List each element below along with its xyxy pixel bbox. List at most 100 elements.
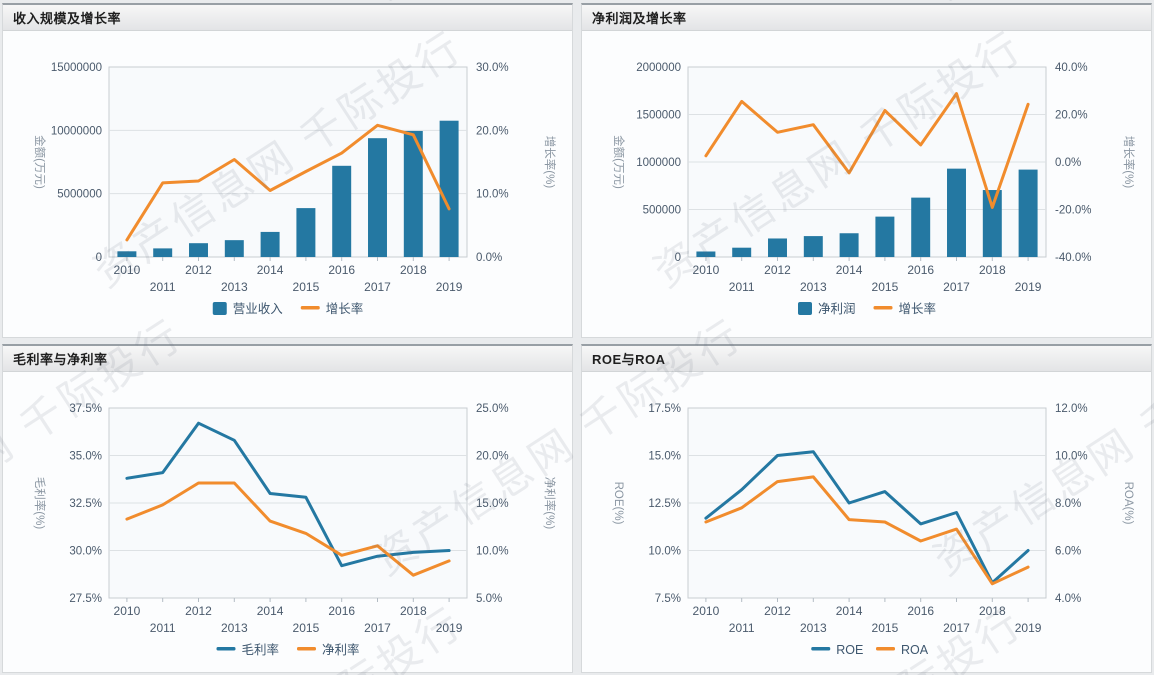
right-tick-label: 25.0% bbox=[476, 403, 509, 415]
right-tick-label: 0.0% bbox=[1055, 157, 1081, 169]
left-axis-title: ROE(%) bbox=[612, 482, 624, 525]
panel-header: 净利润及增长率 bbox=[582, 5, 1151, 31]
right-tick-label: 10.0% bbox=[476, 546, 509, 558]
right-tick-label: 0.0% bbox=[476, 252, 502, 264]
right-axis-title: 净利率(%) bbox=[543, 477, 557, 530]
x-tick-label: 2013 bbox=[221, 280, 248, 294]
left-tick-label: 2000000 bbox=[636, 62, 681, 74]
left-tick-label: 500000 bbox=[643, 205, 681, 217]
bar-series bbox=[117, 120, 459, 257]
line-series bbox=[704, 92, 1030, 209]
line-series bbox=[704, 475, 1030, 586]
right-axis-title: ROA(%) bbox=[1122, 482, 1134, 525]
chart-canvas: 0 5000000 10000000 15000000 0.0% 10.0% 20.0% 30… bbox=[33, 62, 557, 316]
x-tick-label: 2015 bbox=[293, 280, 320, 294]
bar bbox=[368, 138, 387, 257]
x-tick-label: 2011 bbox=[729, 621, 755, 635]
legend-swatch[interactable] bbox=[297, 647, 316, 651]
roe-roa-chart: 7.5% 10.0% 12.5% 15.0% 17.5% 4.0% 6.0% 8.0% 10.0… bbox=[582, 372, 1151, 672]
line-series bbox=[125, 481, 451, 577]
left-tick-label: 10.0% bbox=[648, 546, 681, 558]
left-tick-label: 35.0% bbox=[69, 451, 102, 463]
bar bbox=[803, 236, 823, 257]
right-axis-title: 增长率(%) bbox=[543, 136, 557, 189]
legend-label[interactable]: ROE bbox=[836, 643, 863, 657]
x-tick-label: 2016 bbox=[907, 263, 934, 277]
x-tick-label: 2016 bbox=[328, 263, 355, 277]
panel-title: 净利润及增长率 bbox=[592, 11, 687, 26]
panel-margin: 毛利率与净利率 27.5% 30.0% 32.5% 35.0% 37.5% 5.0% 10.… bbox=[2, 344, 573, 673]
x-tick-label: 2018 bbox=[400, 263, 427, 277]
legend-swatch[interactable] bbox=[811, 647, 831, 651]
panel-header: 收入规模及增长率 bbox=[3, 5, 572, 31]
legend-swatch[interactable] bbox=[300, 306, 320, 310]
x-tick-label: 2013 bbox=[800, 280, 827, 294]
revenue-growth-chart: 0 5000000 10000000 15000000 0.0% 10.0% 20.0% 30… bbox=[3, 31, 572, 337]
line-series bbox=[125, 123, 451, 242]
bar bbox=[332, 165, 352, 257]
right-tick-label: -20.0% bbox=[1055, 205, 1091, 217]
bar bbox=[875, 216, 895, 257]
legend-label[interactable]: 增长率 bbox=[899, 301, 937, 316]
bar bbox=[403, 130, 423, 257]
x-tick-label: 2014 bbox=[836, 263, 863, 277]
x-tick-label: 2014 bbox=[836, 604, 863, 618]
legend-swatch[interactable] bbox=[216, 647, 236, 651]
left-tick-label: 15000000 bbox=[51, 62, 102, 74]
x-tick-label: 2018 bbox=[979, 604, 1006, 618]
left-tick-label: 0 bbox=[96, 252, 102, 264]
bar bbox=[439, 120, 459, 257]
panel-netprofit-growth: 净利润及增长率 0 500000 1000000 1500000 2000000 -40.… bbox=[581, 3, 1152, 338]
left-tick-label: 5000000 bbox=[57, 189, 102, 201]
panel-roe-roa: ROE与ROA 7.5% 10.0% 12.5% 15.0% 17.5% 4.0% 6.0%… bbox=[581, 344, 1152, 673]
x-tick-label: 2019 bbox=[436, 621, 463, 635]
right-tick-label: 4.0% bbox=[1055, 593, 1081, 605]
left-tick-label: 0 bbox=[675, 252, 681, 264]
x-tick-label: 2011 bbox=[150, 621, 176, 635]
left-tick-label: 30.0% bbox=[69, 546, 102, 558]
x-tick-label: 2010 bbox=[693, 604, 720, 618]
legend: 营业收入 增长率 bbox=[212, 301, 364, 316]
legend-swatch[interactable] bbox=[798, 302, 812, 315]
legend-swatch[interactable] bbox=[876, 647, 895, 651]
x-tick-label: 2011 bbox=[150, 280, 176, 294]
legend-label[interactable]: 营业收入 bbox=[233, 302, 284, 316]
x-tick-label: 2010 bbox=[114, 604, 141, 618]
x-tick-label: 2016 bbox=[328, 604, 355, 618]
legend-label[interactable]: 毛利率 bbox=[242, 642, 280, 657]
bar bbox=[982, 190, 1002, 257]
left-axis-title: 毛利率(%) bbox=[33, 477, 47, 530]
right-axis-title: 增长率(%) bbox=[1122, 136, 1136, 189]
x-tick-label: 2017 bbox=[364, 621, 391, 635]
legend-label[interactable]: 净利率 bbox=[322, 642, 360, 657]
legend-label[interactable]: 增长率 bbox=[326, 301, 364, 316]
left-axis-title: 金额(万元) bbox=[33, 135, 47, 189]
right-tick-label: 15.0% bbox=[476, 498, 509, 510]
right-tick-label: -40.0% bbox=[1055, 252, 1091, 264]
x-tick-label: 2011 bbox=[729, 280, 755, 294]
panel-header: ROE与ROA bbox=[582, 346, 1151, 372]
margin-chart: 27.5% 30.0% 32.5% 35.0% 37.5% 5.0% 10.0% 15.0% 2… bbox=[3, 372, 572, 672]
bar-series bbox=[696, 168, 1038, 257]
x-tick-label: 2017 bbox=[943, 280, 970, 294]
right-tick-label: 12.0% bbox=[1055, 403, 1088, 415]
x-tick-label: 2012 bbox=[764, 604, 791, 618]
bar bbox=[732, 247, 752, 257]
bar bbox=[189, 243, 208, 257]
left-tick-label: 37.5% bbox=[69, 403, 102, 415]
right-tick-label: 20.0% bbox=[476, 451, 509, 463]
legend: 毛利率 净利率 bbox=[216, 642, 360, 657]
right-tick-label: 40.0% bbox=[1055, 62, 1088, 74]
panel-title: 收入规模及增长率 bbox=[13, 11, 122, 26]
bar bbox=[224, 240, 244, 257]
x-tick-label: 2012 bbox=[185, 604, 212, 618]
chart-canvas: 7.5% 10.0% 12.5% 15.0% 17.5% 4.0% 6.0% 8.0% 10.0… bbox=[612, 403, 1134, 657]
legend-swatch[interactable] bbox=[212, 302, 227, 315]
legend-label[interactable]: 净利润 bbox=[818, 302, 856, 316]
left-tick-label: 27.5% bbox=[69, 593, 102, 605]
x-tick-label: 2019 bbox=[1015, 280, 1042, 294]
legend-label[interactable]: ROA bbox=[901, 643, 929, 657]
legend-swatch[interactable] bbox=[873, 306, 893, 310]
line-series bbox=[704, 450, 1030, 585]
